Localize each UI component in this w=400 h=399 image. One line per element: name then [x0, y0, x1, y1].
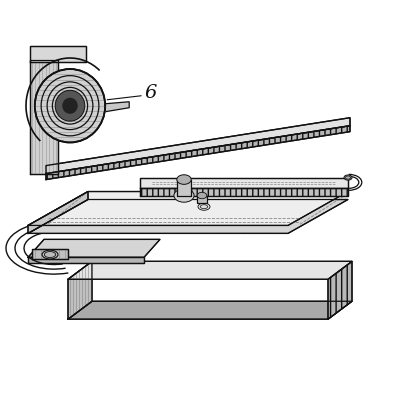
Polygon shape — [30, 60, 58, 174]
Ellipse shape — [42, 250, 58, 259]
Ellipse shape — [344, 175, 352, 180]
Polygon shape — [140, 178, 348, 188]
Polygon shape — [28, 192, 348, 225]
Ellipse shape — [55, 90, 85, 121]
Polygon shape — [28, 239, 160, 257]
Polygon shape — [197, 196, 207, 203]
Polygon shape — [28, 257, 144, 263]
Polygon shape — [30, 46, 86, 62]
Ellipse shape — [35, 69, 105, 142]
Ellipse shape — [62, 98, 78, 114]
Polygon shape — [46, 118, 350, 174]
Polygon shape — [68, 301, 352, 319]
Polygon shape — [105, 102, 129, 112]
Polygon shape — [28, 192, 88, 233]
Ellipse shape — [197, 192, 207, 199]
Ellipse shape — [198, 203, 210, 210]
Text: 6: 6 — [144, 84, 156, 102]
Polygon shape — [46, 126, 350, 180]
Polygon shape — [28, 200, 348, 233]
Polygon shape — [68, 261, 92, 319]
Ellipse shape — [174, 189, 194, 202]
Polygon shape — [140, 188, 348, 196]
Polygon shape — [32, 249, 68, 259]
Polygon shape — [177, 180, 191, 196]
Polygon shape — [328, 261, 352, 319]
Polygon shape — [68, 261, 352, 279]
Ellipse shape — [177, 175, 191, 184]
